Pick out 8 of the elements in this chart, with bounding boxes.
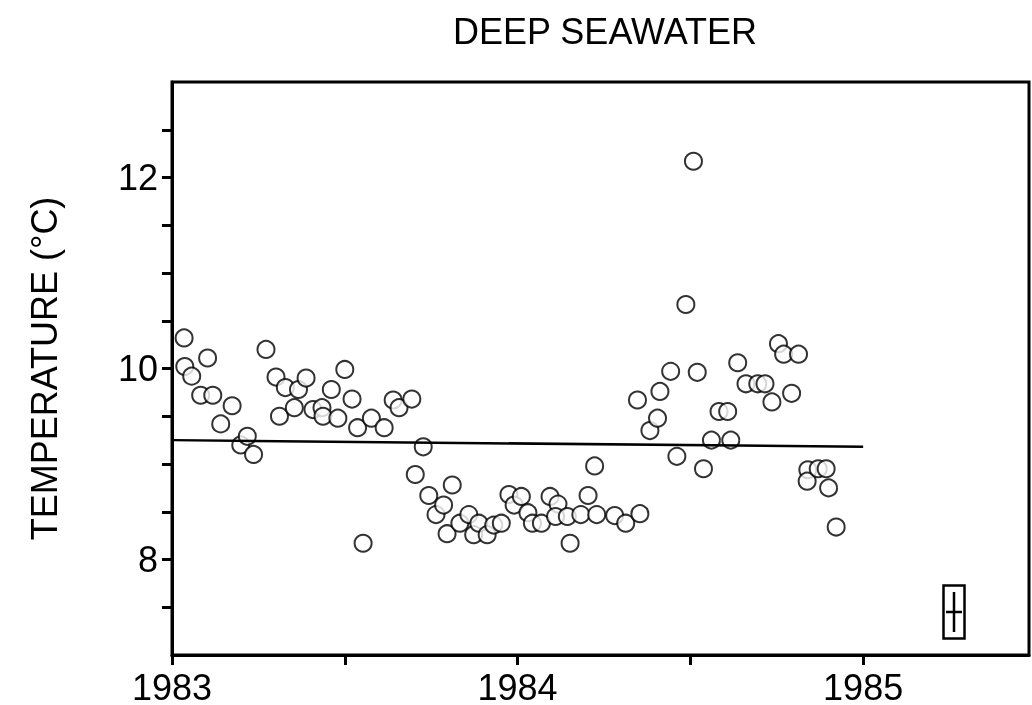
y-tick-label: 12 [117,157,158,198]
y-tick-label: 8 [137,539,158,580]
x-tick-label: 1983 [131,666,213,705]
x-tick-label: 1984 [477,666,558,705]
x-tick-label: 1985 [823,666,904,705]
y-tick-label: 10 [117,348,158,389]
y-axis-title: TEMPERATURE (°C) [23,196,65,541]
chart-title: DEEP SEAWATER [452,10,758,52]
